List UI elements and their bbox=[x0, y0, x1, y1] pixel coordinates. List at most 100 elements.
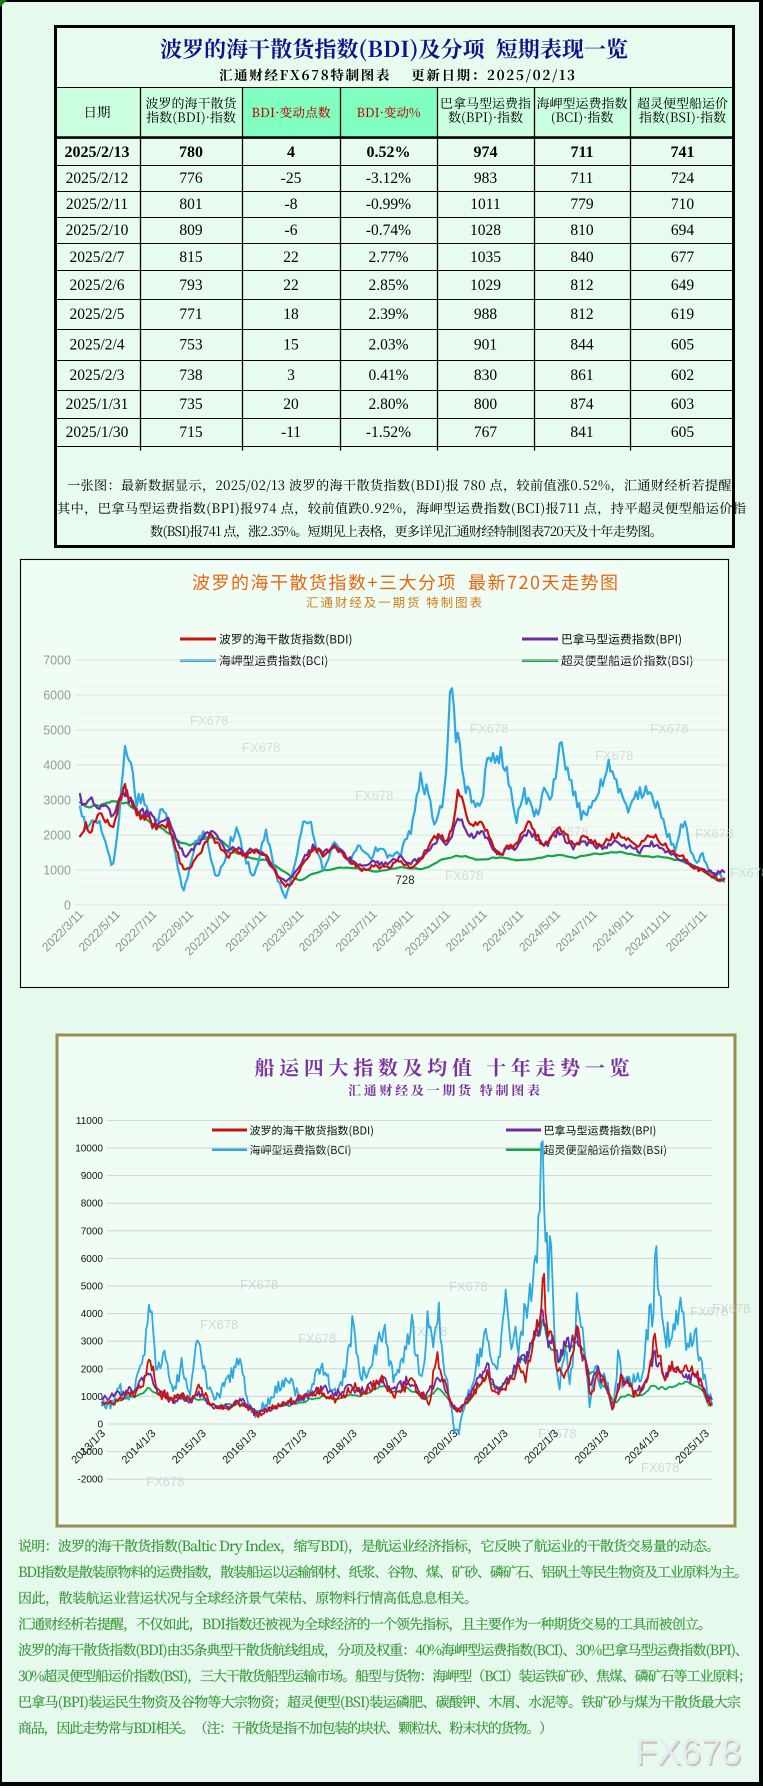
svg-text:603: 603 bbox=[671, 396, 695, 413]
svg-text:FX678: FX678 bbox=[470, 721, 508, 736]
svg-text:2025/2/4: 2025/2/4 bbox=[69, 337, 124, 354]
svg-text:FX678: FX678 bbox=[650, 721, 688, 736]
svg-text:1000: 1000 bbox=[43, 864, 71, 878]
svg-text:983: 983 bbox=[474, 170, 498, 187]
svg-text:1035: 1035 bbox=[470, 249, 501, 266]
svg-text:3000: 3000 bbox=[43, 794, 71, 808]
svg-text:FX678: FX678 bbox=[637, 1733, 743, 1774]
svg-text:619: 619 bbox=[671, 306, 695, 323]
svg-text:810: 810 bbox=[570, 222, 594, 239]
svg-text:4000: 4000 bbox=[43, 759, 71, 773]
svg-text:7000: 7000 bbox=[81, 1226, 104, 1237]
svg-text:988: 988 bbox=[474, 306, 498, 323]
svg-text:1028: 1028 bbox=[470, 222, 501, 239]
svg-text:844: 844 bbox=[570, 337, 594, 354]
svg-text:8000: 8000 bbox=[81, 1199, 104, 1210]
svg-text:FX678: FX678 bbox=[242, 740, 280, 755]
svg-text:2.03%: 2.03% bbox=[368, 337, 408, 354]
svg-text:728: 728 bbox=[395, 875, 414, 887]
svg-text:738: 738 bbox=[179, 367, 203, 384]
svg-text:-6: -6 bbox=[285, 222, 298, 239]
svg-text:2025/2/7: 2025/2/7 bbox=[69, 249, 124, 266]
svg-text:605: 605 bbox=[671, 337, 695, 354]
svg-text:2025/2/11: 2025/2/11 bbox=[66, 196, 128, 213]
svg-text:2025/2/13: 2025/2/13 bbox=[65, 144, 130, 161]
svg-text:724: 724 bbox=[671, 170, 695, 187]
svg-text:11000: 11000 bbox=[76, 1116, 104, 1127]
svg-text:0.52%: 0.52% bbox=[367, 144, 411, 161]
svg-text:780: 780 bbox=[179, 144, 203, 161]
svg-text:793: 793 bbox=[179, 277, 203, 294]
svg-text:861: 861 bbox=[570, 367, 593, 384]
svg-text:10000: 10000 bbox=[75, 1144, 103, 1155]
svg-text:677: 677 bbox=[671, 249, 695, 266]
svg-text:9000: 9000 bbox=[81, 1171, 104, 1182]
svg-text:0: 0 bbox=[97, 1420, 103, 1431]
svg-text:FX678: FX678 bbox=[409, 1324, 447, 1339]
svg-text:FX678: FX678 bbox=[690, 1304, 728, 1319]
svg-text:2.80%: 2.80% bbox=[368, 396, 408, 413]
svg-text:22: 22 bbox=[283, 249, 299, 266]
svg-text:874: 874 bbox=[570, 396, 594, 413]
svg-text:-3.12%: -3.12% bbox=[366, 170, 411, 187]
svg-text:FX678: FX678 bbox=[595, 748, 633, 763]
svg-text:4000: 4000 bbox=[81, 1309, 104, 1320]
svg-text:2.85%: 2.85% bbox=[368, 277, 408, 294]
svg-text:694: 694 bbox=[671, 222, 695, 239]
svg-text:2000: 2000 bbox=[81, 1364, 104, 1375]
svg-text:841: 841 bbox=[570, 424, 593, 441]
svg-text:4: 4 bbox=[287, 144, 295, 161]
svg-text:1011: 1011 bbox=[470, 196, 500, 213]
svg-text:FX678: FX678 bbox=[445, 868, 483, 883]
svg-text:1029: 1029 bbox=[470, 277, 501, 294]
svg-text:6000: 6000 bbox=[43, 689, 71, 703]
svg-text:771: 771 bbox=[179, 306, 202, 323]
svg-text:FX678: FX678 bbox=[240, 1277, 278, 1292]
svg-text:2025/1/30: 2025/1/30 bbox=[66, 424, 129, 441]
svg-text:5000: 5000 bbox=[81, 1282, 104, 1293]
svg-text:2025/2/10: 2025/2/10 bbox=[66, 222, 129, 239]
svg-text:7000: 7000 bbox=[43, 654, 71, 668]
svg-text:-0.99%: -0.99% bbox=[366, 196, 411, 213]
svg-text:812: 812 bbox=[570, 277, 593, 294]
svg-text:18: 18 bbox=[283, 306, 299, 323]
svg-text:767: 767 bbox=[474, 424, 498, 441]
svg-text:0.41%: 0.41% bbox=[368, 367, 408, 384]
svg-text:2025/2/5: 2025/2/5 bbox=[69, 306, 124, 323]
svg-text:2.77%: 2.77% bbox=[368, 249, 408, 266]
svg-text:840: 840 bbox=[570, 249, 594, 266]
svg-text:20: 20 bbox=[283, 396, 299, 413]
svg-text:753: 753 bbox=[179, 337, 203, 354]
svg-text:6000: 6000 bbox=[81, 1254, 104, 1265]
svg-text:815: 815 bbox=[179, 249, 203, 266]
svg-text:711: 711 bbox=[571, 170, 594, 187]
svg-text:711: 711 bbox=[570, 144, 593, 161]
svg-text:-0.74%: -0.74% bbox=[366, 222, 411, 239]
svg-text:3000: 3000 bbox=[81, 1337, 104, 1348]
svg-text:FX678: FX678 bbox=[712, 1301, 750, 1316]
svg-text:2025/2/3: 2025/2/3 bbox=[69, 367, 124, 384]
svg-text:3: 3 bbox=[287, 367, 295, 384]
svg-text:FX678: FX678 bbox=[298, 1331, 336, 1346]
svg-text:22: 22 bbox=[283, 277, 299, 294]
svg-text:801: 801 bbox=[179, 196, 202, 213]
svg-text:901: 901 bbox=[474, 337, 497, 354]
svg-text:-2000: -2000 bbox=[77, 1475, 103, 1486]
svg-text:-11: -11 bbox=[281, 424, 301, 441]
svg-text:FX678: FX678 bbox=[538, 1426, 576, 1441]
svg-text:830: 830 bbox=[474, 367, 498, 384]
svg-text:2025/2/6: 2025/2/6 bbox=[69, 277, 124, 294]
svg-text:-1000: -1000 bbox=[77, 1447, 103, 1458]
svg-text:-1.52%: -1.52% bbox=[366, 424, 411, 441]
svg-text:710: 710 bbox=[671, 196, 695, 213]
svg-text:FX678: FX678 bbox=[641, 1460, 679, 1475]
svg-text:735: 735 bbox=[179, 396, 203, 413]
svg-text:5000: 5000 bbox=[43, 724, 71, 738]
svg-text:2000: 2000 bbox=[43, 829, 71, 843]
svg-text:FX678: FX678 bbox=[190, 713, 228, 728]
svg-text:812: 812 bbox=[570, 306, 593, 323]
svg-text:809: 809 bbox=[179, 222, 203, 239]
svg-text:FX678: FX678 bbox=[355, 788, 393, 803]
svg-text:605: 605 bbox=[671, 424, 695, 441]
svg-text:649: 649 bbox=[671, 277, 695, 294]
